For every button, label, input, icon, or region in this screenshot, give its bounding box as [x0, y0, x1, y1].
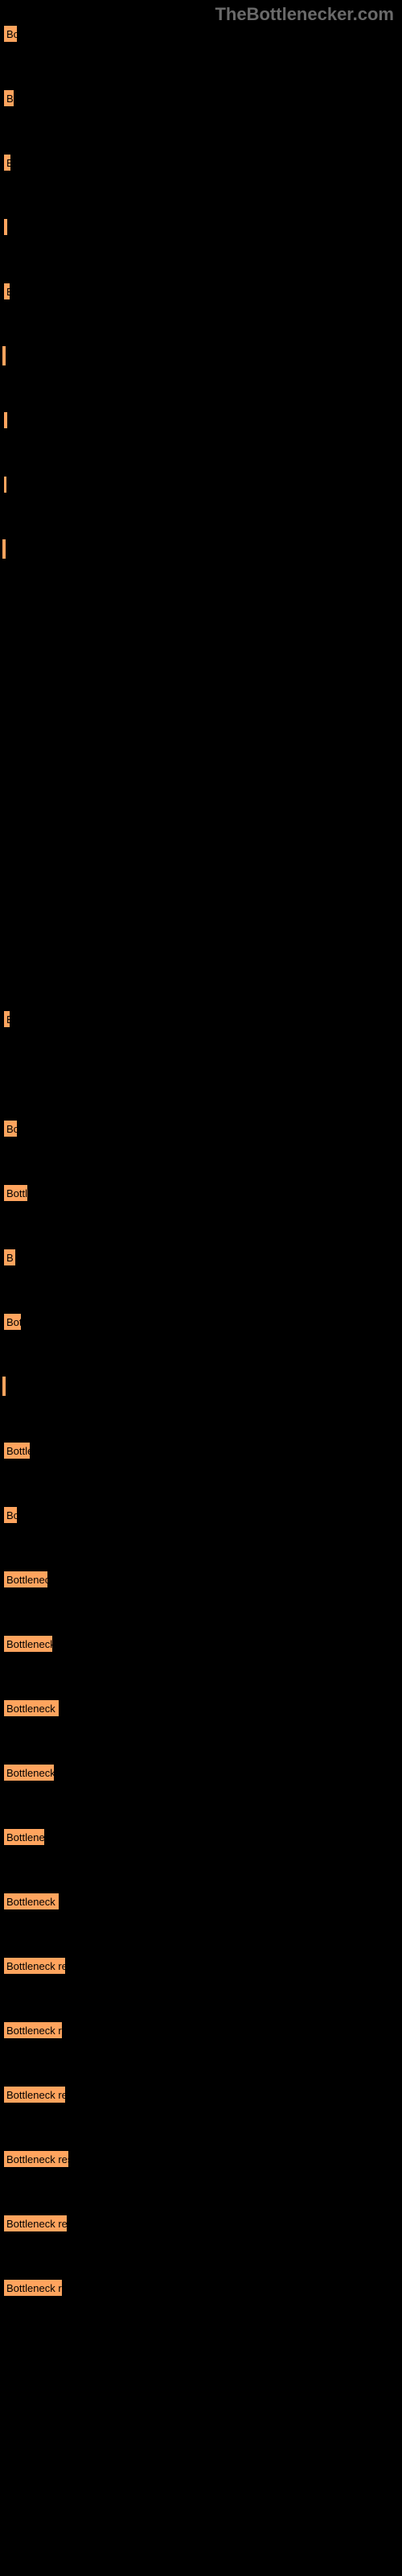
chart-bar: Bottlenec [2, 1827, 46, 1847]
bar-row: Bottlenec [2, 1827, 402, 1847]
chart-bar [2, 346, 6, 365]
chart-bar: B [2, 89, 15, 108]
bar-row: Bottleneck resu [2, 2021, 402, 2040]
bar-row [2, 539, 402, 559]
bar-label: Bottleneck r [6, 1638, 54, 1650]
chart-bar: B [2, 1248, 17, 1267]
chart-bar: E [2, 1009, 11, 1029]
chart-bar: Bottler [2, 1441, 31, 1460]
bar-row: Bottleneck re [2, 1763, 402, 1782]
bar-row: Bo [2, 24, 402, 43]
bar-label: Bottle [6, 1187, 29, 1199]
chart-bar [2, 1377, 6, 1396]
chart-bar: Bottleneck res [2, 1699, 60, 1718]
bar-row: Bottleneck resul [2, 1956, 402, 1975]
bar-row: B [2, 153, 402, 172]
bar-label: Bo [6, 1509, 18, 1521]
bar-label: Bottleneck re [6, 1767, 55, 1779]
chart-bar: Bottleneck resu [2, 2278, 64, 2297]
bar-row [2, 1377, 402, 1396]
bar-label: Bottleneck resul [6, 1960, 67, 1972]
bar-row [2, 217, 402, 237]
bar-row [2, 411, 402, 430]
chart-gap [2, 604, 402, 1009]
bar-row: Bottleneck [2, 1570, 402, 1589]
bar-label: Bottler [6, 1445, 31, 1457]
bar-label: Bottleneck result [6, 2153, 70, 2165]
bar-chart: Bo B B E E Bo Bottle B Bot Bottler Bo Bottleneck Bot… [0, 0, 402, 2297]
bar-label: Bo [6, 28, 18, 40]
bar-label: B [6, 93, 14, 105]
chart-bar: Bottleneck resul [2, 1956, 67, 1975]
chart-bar: E [2, 282, 11, 301]
chart-bar: B [2, 153, 12, 172]
bar-label: Bo [6, 1123, 18, 1135]
chart-bar: Bottleneck result [2, 2214, 68, 2233]
chart-bar [2, 411, 9, 430]
bar-row: Bo [2, 1505, 402, 1525]
chart-bar: Bo [2, 1505, 18, 1525]
chart-bar: Bottleneck res [2, 1892, 60, 1911]
bar-row: Bottleneck resu [2, 2278, 402, 2297]
bar-row: Bo [2, 1119, 402, 1138]
chart-bar: Bot [2, 1312, 23, 1331]
chart-bar: Bottleneck [2, 1570, 49, 1589]
bar-row: B [2, 1248, 402, 1267]
bar-label: B [6, 157, 12, 169]
bar-row: E [2, 282, 402, 301]
bar-row [2, 475, 402, 494]
chart-bar: Bo [2, 24, 18, 43]
bar-row: Bottleneck result [2, 2149, 402, 2169]
bar-label: Bottleneck result [6, 2218, 68, 2230]
bar-row: Bottleneck res [2, 1892, 402, 1911]
bar-label: Bottleneck resu [6, 2282, 64, 2294]
chart-bar: Bottle [2, 1183, 29, 1203]
bar-label: Bottlenec [6, 1831, 46, 1843]
watermark-text: TheBottlenecker.com [215, 4, 394, 25]
chart-bar: Bo [2, 1119, 18, 1138]
bar-row: Bottleneck res [2, 1699, 402, 1718]
chart-bar: Bottleneck r [2, 1634, 54, 1653]
bar-row: Bottleneck r [2, 1634, 402, 1653]
bar-row: Bottler [2, 1441, 402, 1460]
bar-label: B [6, 1252, 14, 1264]
bar-label: Bottleneck res [6, 1703, 60, 1715]
bar-row: E [2, 1009, 402, 1029]
bar-label: Bot [6, 1316, 23, 1328]
bar-row: Bot [2, 1312, 402, 1331]
bar-label: Bottleneck resul [6, 2089, 67, 2101]
bar-label: Bottleneck resu [6, 2025, 64, 2037]
chart-bar [2, 539, 6, 559]
bar-label: E [6, 1013, 11, 1026]
bar-row: B [2, 89, 402, 108]
bar-row: Bottleneck result [2, 2214, 402, 2233]
chart-bar: Bottleneck resu [2, 2021, 64, 2040]
bar-row [2, 346, 402, 365]
chart-bar [2, 475, 8, 494]
bar-label: E [6, 286, 11, 298]
chart-bar: Bottleneck result [2, 2149, 70, 2169]
bar-label: Bottleneck res [6, 1896, 60, 1908]
bar-label: Bottleneck [6, 1574, 49, 1586]
chart-bar: Bottleneck resul [2, 2085, 67, 2104]
bar-row: Bottleneck resul [2, 2085, 402, 2104]
chart-bar [2, 217, 9, 237]
bar-row: Bottle [2, 1183, 402, 1203]
chart-bar: Bottleneck re [2, 1763, 55, 1782]
